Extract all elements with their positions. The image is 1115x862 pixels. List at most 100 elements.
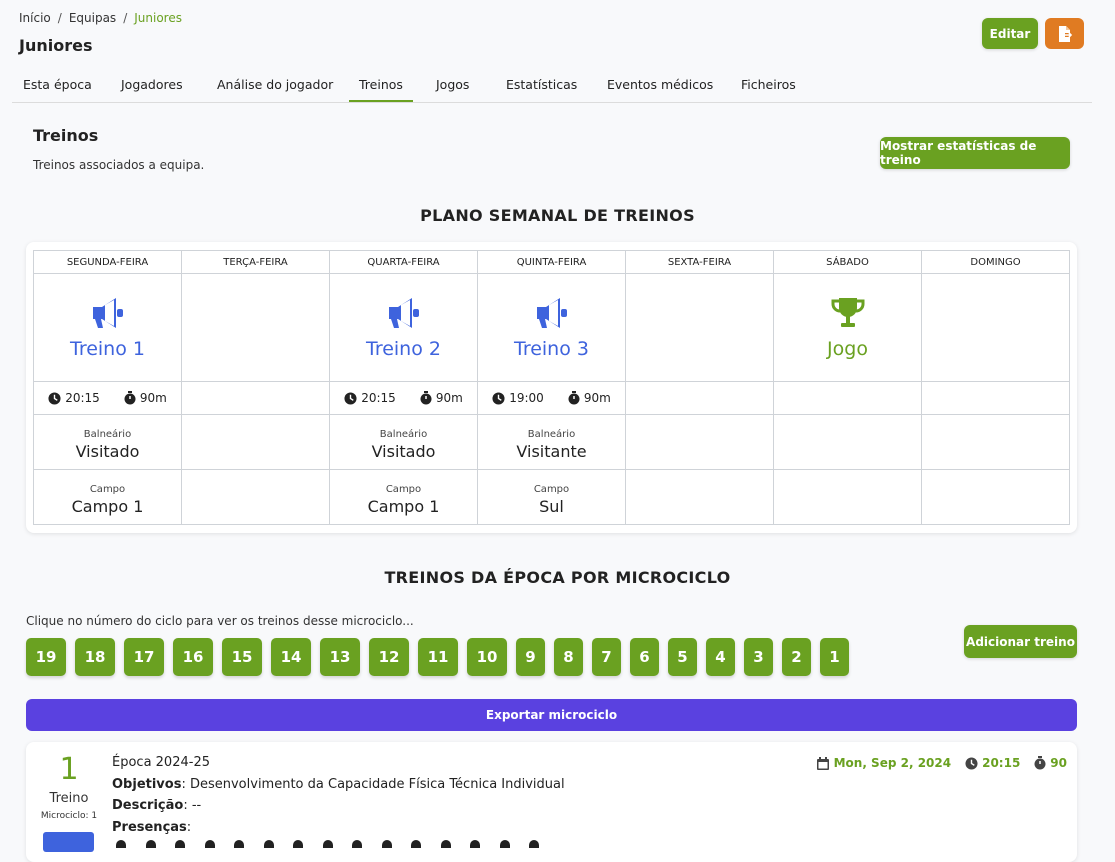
breadcrumb-item-home[interactable]: Início xyxy=(19,11,51,25)
breadcrumb-item-teams[interactable]: Equipas xyxy=(68,11,117,25)
microcycle-button[interactable]: 1 xyxy=(820,638,849,676)
microcycle-button[interactable]: 12 xyxy=(369,638,409,676)
attendance-avatar xyxy=(470,840,480,848)
microcycle-button[interactable]: 3 xyxy=(744,638,773,676)
weekly-plan-table: SEGUNDA-FEIRA TERÇA-FEIRA QUARTA-FEIRA Q… xyxy=(33,250,1070,525)
section-title: Treinos xyxy=(33,126,99,145)
campo-value: Campo 1 xyxy=(367,497,440,516)
campo-value: Sul xyxy=(539,497,564,516)
tab-bar: Esta época Jogadores Análise do jogador … xyxy=(12,70,1092,103)
session-duration: 90m xyxy=(435,391,463,405)
microcycles-title: TREINOS DA ÉPOCA POR MICROCICLO xyxy=(384,568,731,587)
page-title: Juniores xyxy=(19,36,93,55)
microcycle-button[interactable]: 2 xyxy=(782,638,811,676)
export-file-button[interactable] xyxy=(1045,18,1084,49)
weekly-plan-title: PLANO SEMANAL DE TREINOS xyxy=(420,206,695,225)
training-duration: 90 xyxy=(1050,756,1067,770)
export-microcycle-button[interactable]: Exportar microciclo xyxy=(26,699,1077,731)
balneario-label: Balneário xyxy=(379,429,428,440)
tab-jogadores[interactable]: Jogadores xyxy=(121,77,183,92)
time-cell: 20:15 90m xyxy=(329,381,478,415)
session-duration: 90m xyxy=(139,391,167,405)
session-name: Treino 1 xyxy=(70,338,145,360)
day-header: QUINTA-FEIRA xyxy=(477,250,626,274)
attendance-avatar xyxy=(440,840,451,848)
microcycle-button[interactable]: 17 xyxy=(124,638,164,676)
microcycle-button[interactable]: 8 xyxy=(554,638,583,676)
empty-cell xyxy=(773,469,922,525)
tab-jogos[interactable]: Jogos xyxy=(436,77,470,92)
match-cell[interactable]: Jogo xyxy=(773,273,922,382)
attendance-avatar xyxy=(322,840,333,848)
edit-button[interactable]: Editar xyxy=(982,18,1038,49)
match-name: Jogo xyxy=(827,338,868,360)
microcycle-button[interactable]: 16 xyxy=(173,638,213,676)
breadcrumb: Início / Equipas / Juniores xyxy=(19,11,182,25)
microcycle-button[interactable]: 4 xyxy=(706,638,735,676)
breadcrumb-item-current: Juniores xyxy=(134,11,182,25)
day-header: DOMINGO xyxy=(921,250,1070,274)
empty-cell xyxy=(921,381,1070,415)
session-cell[interactable]: Treino 2 xyxy=(329,273,478,382)
campo-label: Campo xyxy=(89,484,126,495)
campo-cell: Campo Campo 1 xyxy=(33,469,182,525)
attendance-avatar xyxy=(116,840,126,848)
tab-esta-epoca[interactable]: Esta época xyxy=(23,77,92,92)
tab-estatisticas[interactable]: Estatísticas xyxy=(506,77,578,92)
empty-cell xyxy=(181,469,330,525)
megaphone-icon xyxy=(536,298,567,328)
balneario-label: Balneário xyxy=(527,429,576,440)
empty-cell xyxy=(181,414,330,470)
balneario-cell: Balneário Visitado xyxy=(329,414,478,470)
empty-cell xyxy=(921,414,1070,470)
microcycle-button[interactable]: 19 xyxy=(26,638,66,676)
clock-icon xyxy=(344,391,357,405)
balneario-cell: Balneário Visitado xyxy=(33,414,182,470)
day-header: TERÇA-FEIRA xyxy=(181,250,330,274)
campo-cell: Campo Campo 1 xyxy=(329,469,478,525)
empty-cell xyxy=(625,469,774,525)
session-cell[interactable]: Treino 1 xyxy=(33,273,182,382)
microcycle-button[interactable]: 13 xyxy=(320,638,360,676)
show-training-stats-button[interactable]: Mostrar estatísticas de treino xyxy=(880,137,1070,169)
training-number: 1 xyxy=(59,752,79,787)
megaphone-icon xyxy=(388,298,419,328)
tab-treinos[interactable]: Treinos xyxy=(349,77,413,102)
clock-icon xyxy=(48,391,61,405)
session-time: 19:00 xyxy=(509,391,544,405)
tab-ficheiros[interactable]: Ficheiros xyxy=(741,77,796,92)
microcycles-hint: Clique no número do ciclo para ver os tr… xyxy=(26,614,414,628)
megaphone-icon xyxy=(92,298,123,328)
microcycle-button[interactable]: 7 xyxy=(592,638,621,676)
day-header: SEXTA-FEIRA xyxy=(625,250,774,274)
tab-eventos-medicos[interactable]: Eventos médicos xyxy=(607,77,714,92)
attendance-avatar xyxy=(145,840,156,848)
microcycle-button[interactable]: 10 xyxy=(467,638,507,676)
attendance-avatar xyxy=(293,840,303,848)
attendance-avatar xyxy=(204,840,215,848)
attendance-avatar xyxy=(175,840,185,848)
microcycle-button[interactable]: 18 xyxy=(75,638,115,676)
empty-cell xyxy=(773,381,922,415)
training-meta: Mon, Sep 2, 2024 20:15 90 xyxy=(816,756,1067,770)
microcycle-button[interactable]: 6 xyxy=(630,638,659,676)
session-cell[interactable]: Treino 3 xyxy=(477,273,626,382)
attendance-avatar xyxy=(352,840,362,848)
session-name: Treino 3 xyxy=(514,338,589,360)
tab-analise-jogador[interactable]: Análise do jogador xyxy=(217,77,334,92)
microcycle-button[interactable]: 15 xyxy=(222,638,262,676)
objectives-value: Desenvolvimento da Capacidade Física Téc… xyxy=(189,777,565,792)
training-card[interactable]: 1 Treino Microciclo: 1 Época 2024-25 Obj… xyxy=(26,742,1077,862)
balneario-label: Balneário xyxy=(83,429,132,440)
status-badge xyxy=(43,832,94,852)
add-training-button[interactable]: Adicionar treino xyxy=(964,625,1077,658)
empty-cell xyxy=(625,414,774,470)
microcycle-button[interactable]: 14 xyxy=(271,638,311,676)
microcycle-button[interactable]: 11 xyxy=(418,638,458,676)
time-cell: 19:00 90m xyxy=(477,381,626,415)
clock-icon xyxy=(492,391,505,405)
microcycle-button[interactable]: 5 xyxy=(668,638,697,676)
day-header: QUARTA-FEIRA xyxy=(329,250,478,274)
stopwatch-icon xyxy=(124,391,136,405)
microcycle-button[interactable]: 9 xyxy=(516,638,545,676)
